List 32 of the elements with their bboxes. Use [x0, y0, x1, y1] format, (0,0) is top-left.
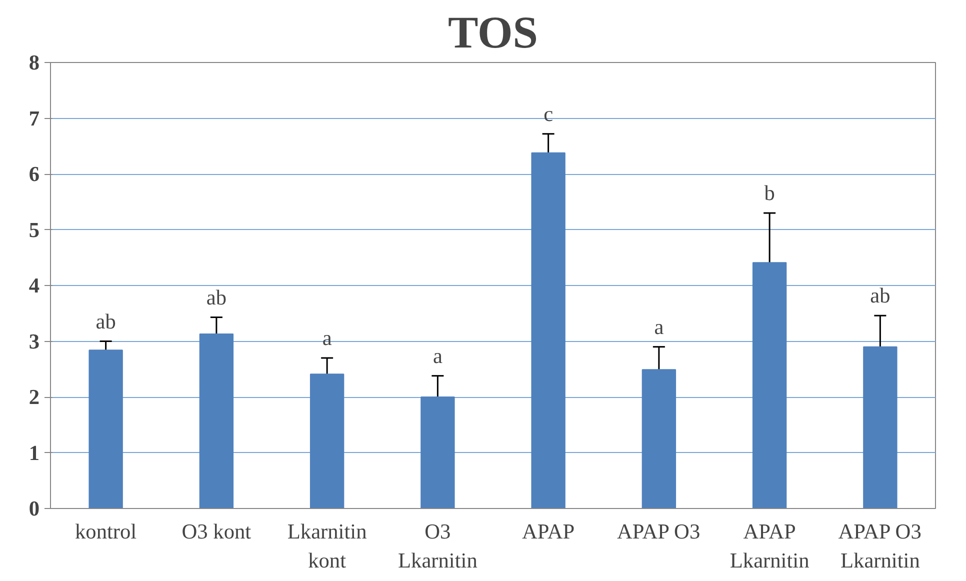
- bar: [531, 152, 566, 508]
- x-tick-label: kontrol: [75, 520, 137, 544]
- x-tick-label: APAP O3: [616, 520, 700, 544]
- annotation: a: [432, 344, 443, 368]
- annotation: ab: [206, 285, 227, 310]
- annotation: a: [654, 314, 664, 339]
- y-tick-label: 8: [28, 50, 40, 74]
- annotation: b: [764, 181, 775, 206]
- x-tick-label: APAP: [522, 520, 575, 544]
- bar: [863, 346, 898, 508]
- y-tick-label: 2: [28, 385, 40, 409]
- x-tick-label: O3 kont: [182, 520, 252, 544]
- y-tick-label: 5: [28, 218, 40, 242]
- bar: [199, 334, 234, 508]
- y-tick-label: 3: [28, 329, 40, 354]
- bar: [88, 350, 123, 508]
- y-tick-label: 4: [28, 274, 40, 298]
- y-tick-label: 0: [28, 496, 40, 520]
- bar: [310, 374, 344, 508]
- y-tick-label: 6: [28, 162, 40, 186]
- bar: [752, 262, 787, 508]
- x-tick-label: APAP O3 Lkarnitin: [838, 520, 922, 572]
- annotation: ab: [96, 309, 116, 334]
- annotation: ab: [870, 284, 890, 308]
- x-tick-label: APAP Lkarnitin: [730, 520, 810, 572]
- x-tick-label: O3 Lkarnitin: [398, 520, 478, 572]
- chart-title: TOS: [448, 8, 538, 58]
- bar: [642, 369, 676, 508]
- y-tick-label: 7: [28, 106, 40, 130]
- y-tick-label: 1: [28, 440, 40, 465]
- x-tick-label: Lkarnitin kont: [287, 520, 368, 572]
- bar: [420, 396, 455, 508]
